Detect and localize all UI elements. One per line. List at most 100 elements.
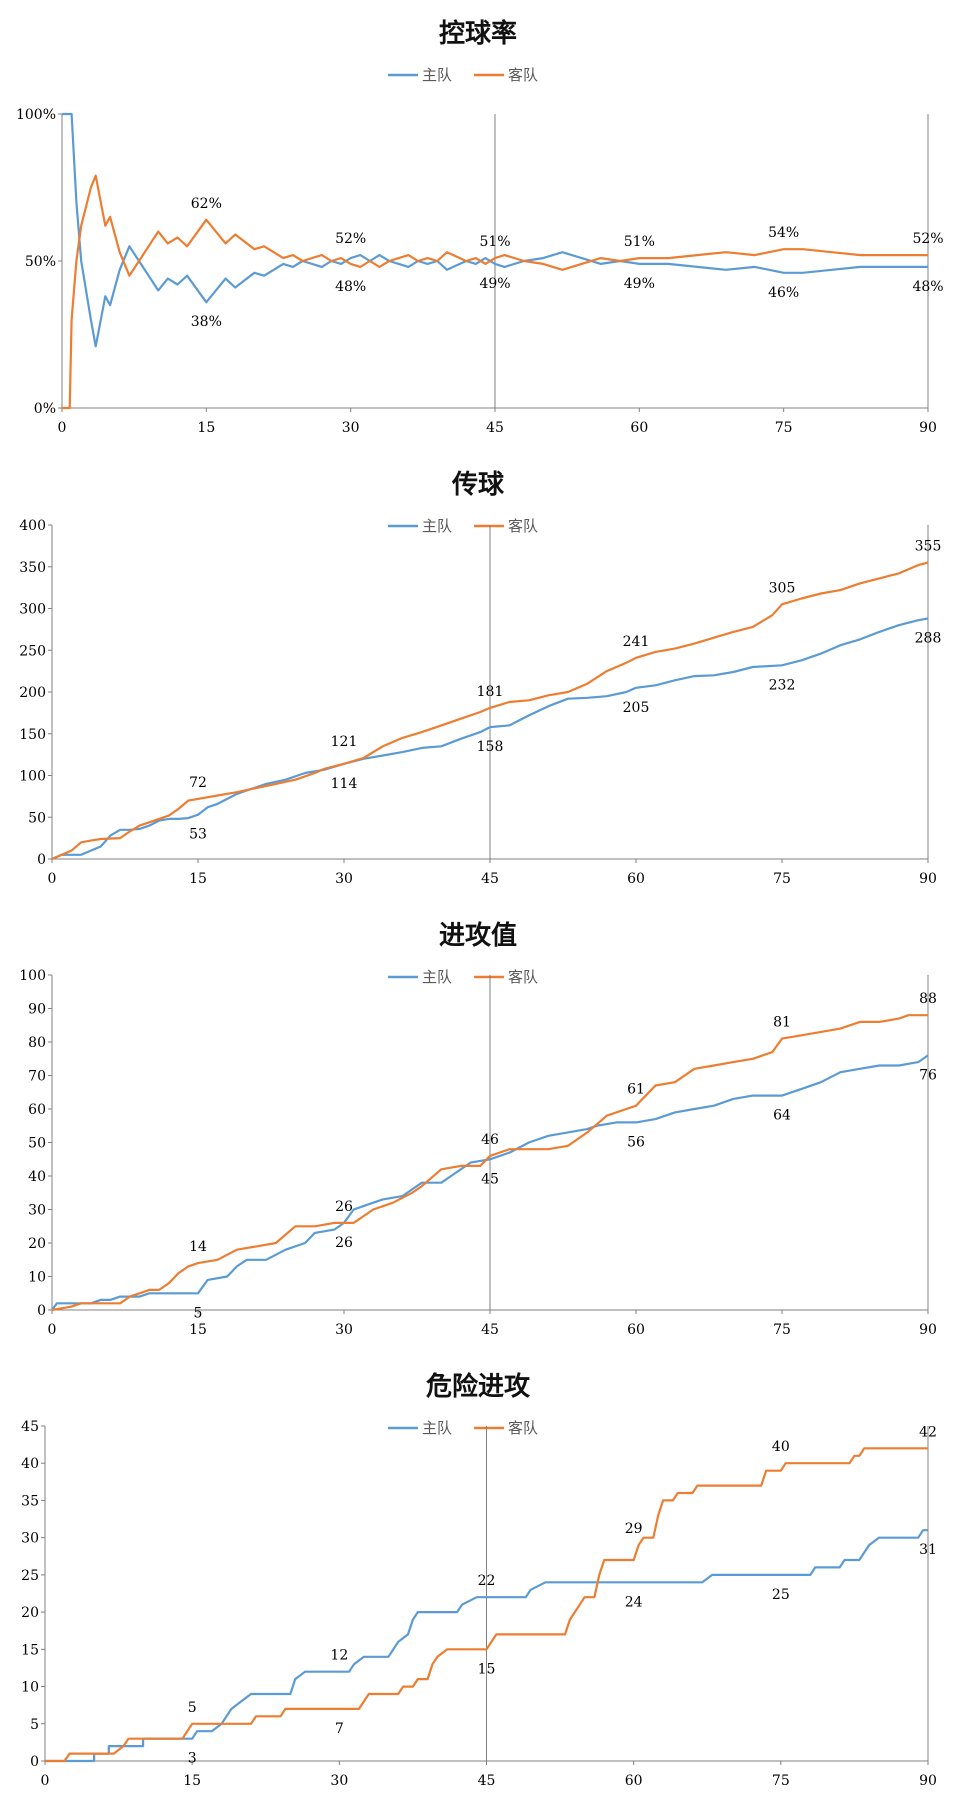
data-label: 72	[189, 775, 207, 791]
chart-panel-possession: 控球率 主队 客队 0% 50% 100% 0 15 30 45 60 75 90 62% 38% 52% 48…	[0, 0, 956, 451]
data-label: 51%	[624, 234, 655, 250]
y-tick-label: 0	[37, 852, 46, 868]
y-tick-label: 20	[28, 1236, 46, 1252]
data-label: 62%	[191, 196, 222, 212]
y-tick-label: 0%	[34, 401, 56, 417]
x-tick-label: 30	[342, 420, 360, 436]
data-label: 22	[478, 1573, 496, 1589]
x-tick-label: 45	[481, 1322, 499, 1338]
x-tick-label: 90	[919, 1322, 937, 1338]
x-tick-label: 90	[919, 1773, 937, 1789]
data-label: 5	[194, 1305, 203, 1321]
chart-title: 传球	[451, 470, 505, 500]
data-label: 42	[919, 1424, 937, 1440]
data-label: 81	[773, 1015, 791, 1031]
data-label: 49%	[479, 276, 510, 292]
x-tick-label: 0	[48, 1322, 57, 1338]
y-tick-label: 35	[21, 1493, 39, 1509]
y-tick-label: 45	[21, 1419, 39, 1435]
data-label: 29	[625, 1521, 643, 1537]
data-label: 46	[481, 1132, 499, 1148]
y-tick-label: 150	[19, 727, 46, 743]
data-label: 25	[772, 1587, 790, 1603]
x-tick-label: 90	[919, 420, 937, 436]
x-tick-label: 30	[330, 1773, 348, 1789]
data-label: 26	[335, 1235, 353, 1251]
data-label: 15	[478, 1661, 496, 1677]
x-tick-label: 30	[335, 1322, 353, 1338]
y-tick-label: 40	[28, 1169, 46, 1185]
data-label: 181	[477, 684, 504, 700]
y-tick-label: 350	[19, 560, 46, 576]
data-label: 40	[772, 1439, 790, 1455]
x-tick-label: 60	[627, 1322, 645, 1338]
x-tick-label: 45	[481, 871, 499, 887]
data-label: 232	[769, 677, 796, 693]
y-tick-label: 100	[19, 968, 46, 984]
data-label: 51%	[479, 234, 510, 250]
x-tick-label: 15	[189, 871, 207, 887]
legend-label-1: 客队	[508, 968, 538, 986]
data-label: 54%	[768, 225, 799, 241]
legend-label-1: 客队	[508, 1419, 538, 1437]
x-tick-label: 75	[773, 1322, 791, 1338]
data-label: 14	[189, 1239, 207, 1255]
data-label: 53	[189, 827, 207, 843]
y-tick-label: 100%	[16, 107, 56, 123]
chart-title: 进攻值	[439, 921, 517, 951]
y-tick-label: 10	[28, 1270, 46, 1286]
y-tick-label: 60	[28, 1102, 46, 1118]
data-label: 158	[477, 739, 504, 755]
y-tick-label: 0	[37, 1303, 46, 1319]
data-label: 7	[335, 1721, 344, 1737]
chart-title: 控球率	[439, 18, 517, 49]
data-label: 52%	[335, 231, 366, 247]
y-tick-label: 10	[21, 1680, 39, 1696]
y-tick-label: 300	[19, 602, 46, 618]
y-tick-label: 400	[19, 518, 46, 534]
legend-label-0: 主队	[422, 66, 452, 84]
legend-label-0: 主队	[422, 517, 452, 535]
data-label: 114	[331, 776, 358, 792]
series-line-away	[51, 561, 929, 861]
y-tick-label: 5	[30, 1717, 39, 1733]
data-label: 38%	[191, 314, 222, 330]
chart-panel-attacks: 进攻值 主队 客队 0 10 20 30 40 50 60 70 80 90 100 0 15 30 45 60 75…	[0, 902, 956, 1353]
data-label: 305	[769, 580, 796, 596]
series-line-away	[51, 1014, 928, 1312]
x-tick-label: 15	[189, 1322, 207, 1338]
data-label: 288	[915, 631, 942, 647]
y-tick-label: 100	[19, 769, 46, 785]
data-label: 205	[623, 700, 650, 716]
y-tick-label: 50%	[25, 254, 56, 270]
data-label: 24	[625, 1594, 643, 1610]
y-tick-label: 25	[21, 1568, 39, 1584]
data-label: 355	[915, 539, 942, 555]
series-line-home	[51, 1054, 929, 1311]
legend-label-0: 主队	[422, 1419, 452, 1437]
data-label: 49%	[624, 276, 655, 292]
y-tick-label: 30	[21, 1531, 39, 1547]
series-line-home	[45, 1529, 928, 1763]
legend-label-1: 客队	[508, 66, 538, 84]
x-tick-label: 75	[775, 420, 793, 436]
x-tick-label: 45	[478, 1773, 496, 1789]
data-label: 31	[919, 1542, 937, 1558]
data-label: 46%	[768, 285, 799, 301]
y-tick-label: 40	[21, 1456, 39, 1472]
chart-panel-dangerous-attacks: 危险进攻 主队 客队 0 5 10 15 20 25 30 35 40 45 0 15 30 45 60 75 90 5…	[0, 1353, 956, 1804]
x-tick-label: 60	[630, 420, 648, 436]
y-tick-label: 0	[30, 1754, 39, 1770]
x-tick-label: 0	[41, 1773, 50, 1789]
data-label: 5	[188, 1700, 197, 1716]
data-label: 241	[623, 634, 650, 650]
y-tick-label: 200	[19, 685, 46, 701]
series-line-away	[45, 1447, 928, 1763]
series-line-home	[51, 617, 929, 861]
x-tick-label: 15	[183, 1773, 201, 1789]
data-label: 52%	[912, 231, 943, 247]
